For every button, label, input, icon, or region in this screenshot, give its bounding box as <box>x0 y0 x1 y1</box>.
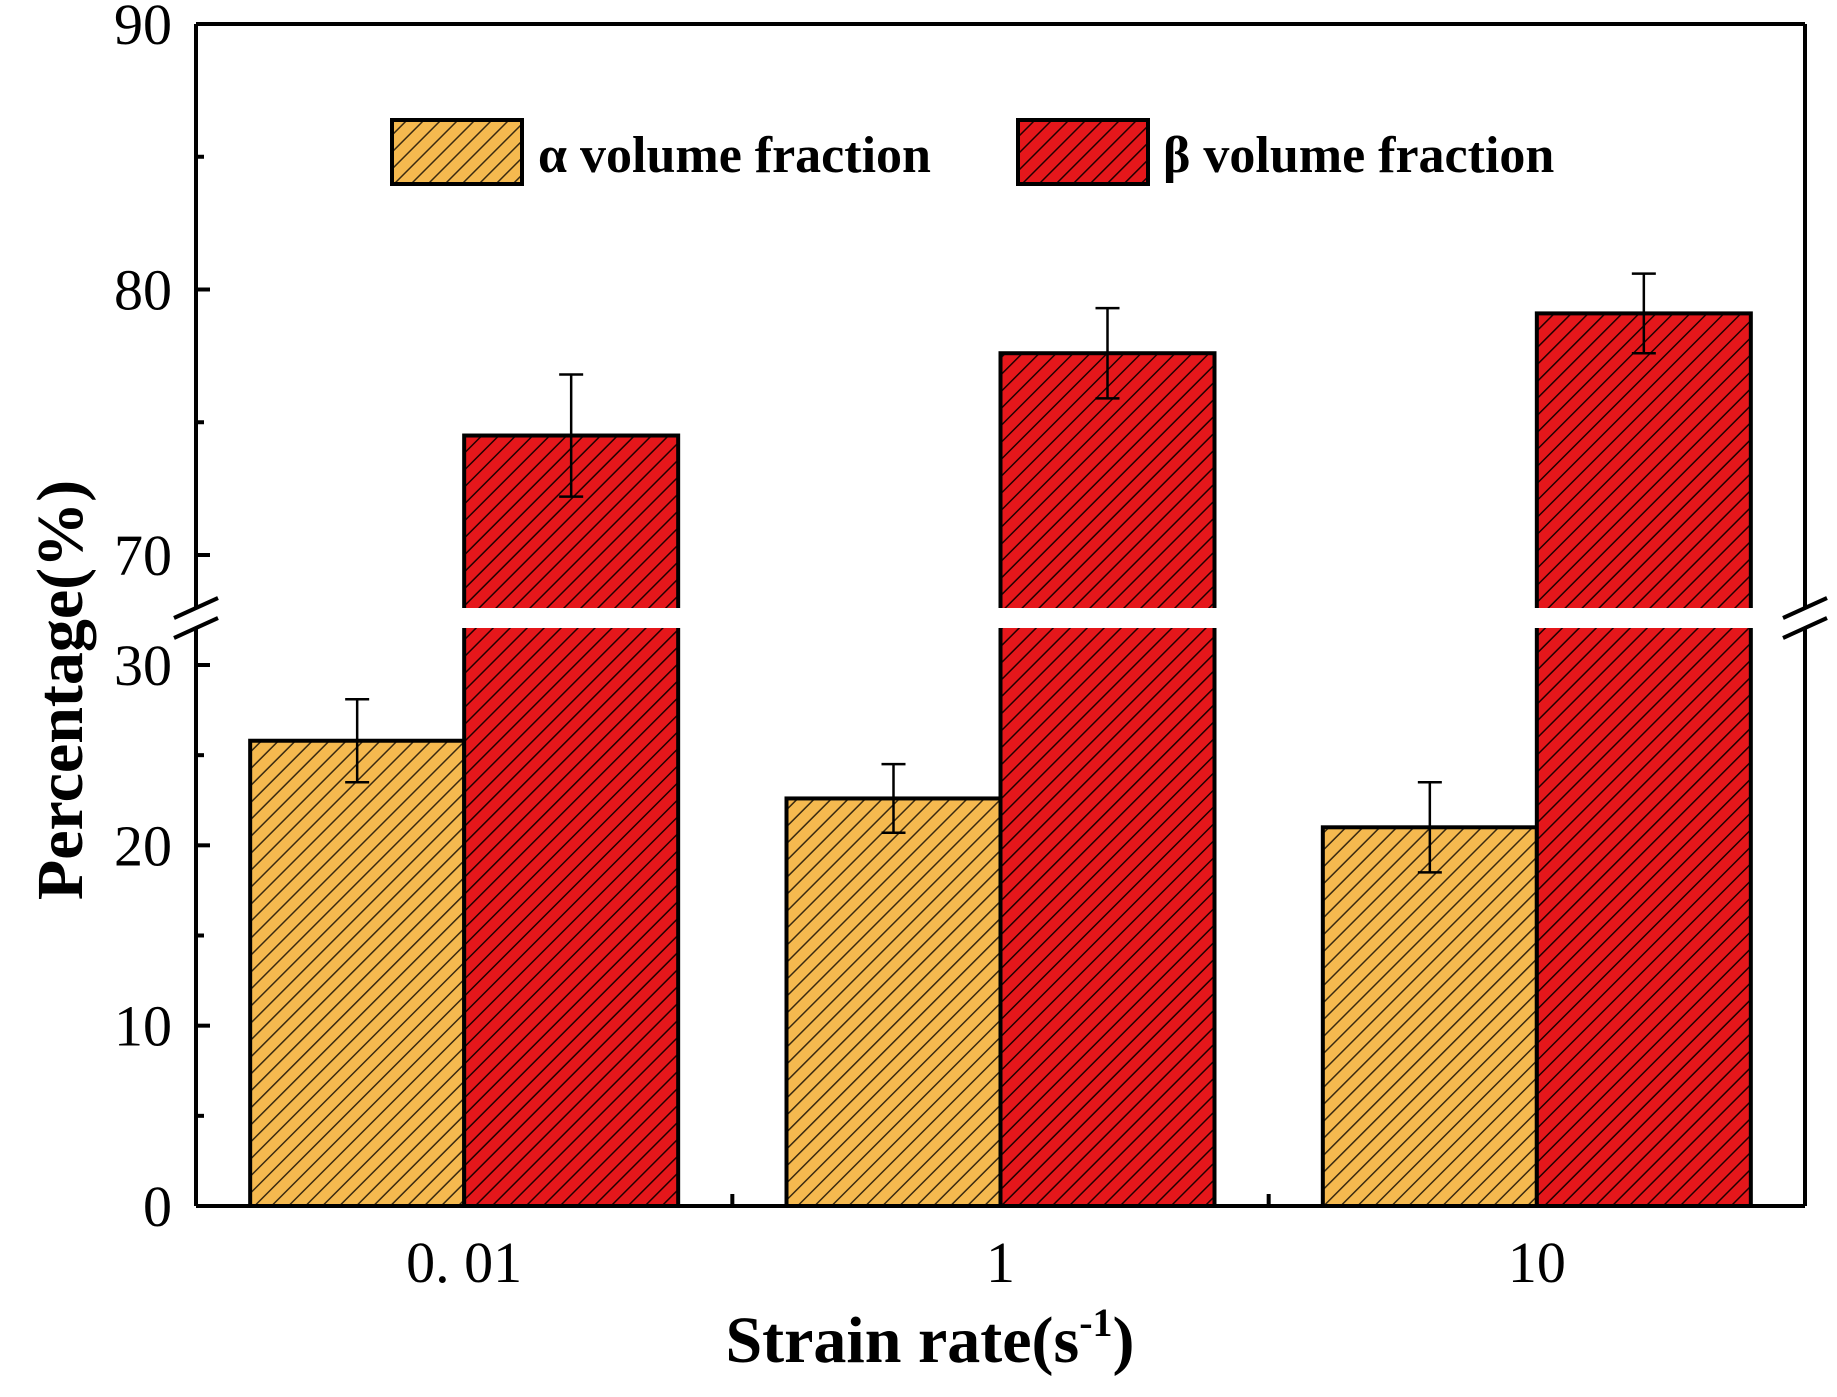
x-tick-label-2: 10 <box>1508 1230 1566 1295</box>
x-axis-title-superscript: -1 <box>1079 1300 1112 1345</box>
legend-swatch-alpha <box>390 118 524 186</box>
bar-beta-1 <box>998 351 1217 1209</box>
legend-swatch-beta <box>1016 118 1150 186</box>
y-tick-label-3: 30 <box>114 633 172 698</box>
y-tick-label-2: 20 <box>114 813 172 878</box>
plot-area: 0. 01 1 10 0 10 20 30 70 80 90 <box>114 0 1828 1295</box>
x-tick-label-1: 1 <box>986 1230 1015 1295</box>
y-tick-label-4: 70 <box>114 523 172 588</box>
y-axis-title: Percentage(%) <box>24 480 97 900</box>
x-tick-label-0: 0. 01 <box>406 1230 522 1295</box>
axis-break-mark-right-2 <box>1782 616 1828 640</box>
bar-alpha-0 <box>248 738 467 1208</box>
legend: α volume fraction β volume fraction <box>390 118 1554 186</box>
legend-label-alpha: α volume fraction <box>538 127 931 184</box>
bar-alpha-2 <box>1320 825 1539 1208</box>
y-tick-label-0: 0 <box>143 1174 172 1239</box>
axis-break-mark-left-2 <box>173 616 219 640</box>
bar-alpha-1 <box>784 796 1003 1208</box>
axis-break-band <box>190 608 1811 628</box>
y-tick-label-1: 10 <box>114 994 172 1059</box>
x-axis-title: Strain rate(s-1) <box>725 1300 1134 1377</box>
axis-break-mark-left-1 <box>173 596 219 620</box>
y-tick-label-5: 80 <box>114 258 172 323</box>
bar-beta-2 <box>1534 311 1753 1208</box>
axis-break-mark-right-1 <box>1782 596 1828 620</box>
bar-beta-0 <box>462 433 681 1208</box>
legend-label-beta: β volume fraction <box>1163 127 1554 184</box>
y-tick-label-6: 90 <box>114 0 172 57</box>
